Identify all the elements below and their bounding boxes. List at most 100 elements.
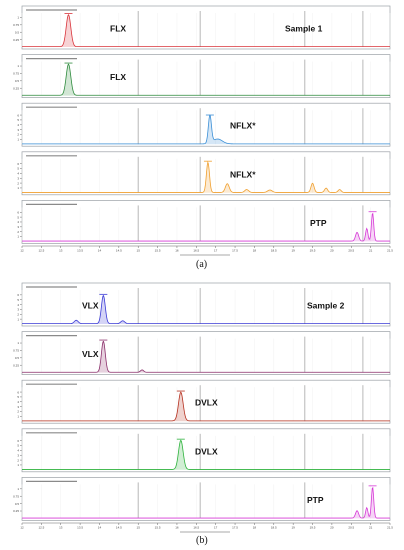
compound-label: PTP [310, 218, 327, 228]
x-tick-label: 16.5 [193, 526, 199, 530]
compound-label: VLX [82, 301, 99, 311]
x-tick-label: 20 [330, 249, 334, 253]
x-tick-label: 19 [291, 249, 295, 253]
y-tick-label: 6 [17, 439, 19, 443]
x-tick-label: 18.5 [271, 249, 277, 253]
compound-label: FLX [110, 72, 126, 82]
y-tick-label: 6 [17, 113, 19, 117]
compound-label: FLX [110, 24, 126, 34]
panel-frame [21, 282, 391, 327]
y-tick-label: 0.75 [13, 494, 19, 498]
x-tick-label: 14.5 [116, 249, 122, 253]
y-tick-label: 4 [17, 123, 19, 127]
x-tick-label: 20.5 [348, 249, 354, 253]
y-tick-label: 0.25 [13, 38, 19, 42]
x-tick-label: 13 [59, 249, 63, 253]
y-tick-label: 6 [17, 210, 19, 214]
y-tick-label: 6 [17, 162, 19, 166]
y-tick-label: 0.75 [13, 23, 19, 27]
y-tick-label: 0.25 [13, 509, 19, 513]
y-tick-label: 4 [17, 220, 19, 224]
y-tick-label: 4 [17, 400, 19, 404]
panel-frame [21, 331, 391, 375]
y-tick-label: 5 [17, 395, 19, 399]
trace-line [22, 114, 390, 145]
x-tick-label: 21.5 [387, 249, 393, 253]
y-tick-label: 6 [17, 293, 19, 297]
y-tick-label: 1 [17, 138, 19, 142]
x-tick-label: 16 [175, 526, 179, 530]
caption-a: (a) [196, 259, 208, 270]
panel-2: 0.25 0.5 0.75 1 VLX [13, 331, 391, 375]
x-tick-label: 15.5 [155, 526, 161, 530]
panel-frame [21, 54, 391, 98]
panel-2: 0.25 0.5 0.75 1 FLX [13, 54, 391, 98]
y-tick-label: 3 [17, 225, 19, 229]
x-tick-label: 15 [137, 249, 141, 253]
y-tick-label: 1 [17, 186, 19, 190]
x-tick-label: 18 [253, 249, 257, 253]
x-tick-label: 12.5 [38, 249, 44, 253]
trace-line [22, 391, 390, 422]
trace-line [22, 14, 390, 48]
panel-5: 0.25 0.5 0.75 1 PTP [13, 477, 391, 521]
y-tick-label: 5 [17, 444, 19, 448]
panel-frame [21, 477, 391, 521]
x-tick-label: 17.5 [232, 249, 238, 253]
compound-label: VLX [82, 349, 99, 359]
y-tick-label: 5 [17, 167, 19, 171]
y-tick-label: 1 [17, 487, 19, 491]
compound-label: NFLX* [230, 169, 256, 179]
compound-label: NFLX* [230, 121, 256, 131]
panel-frame [21, 200, 391, 244]
y-tick-label: 2 [17, 133, 19, 137]
y-tick-label: 0.5 [15, 79, 20, 83]
x-tick-label: 19.5 [310, 526, 316, 530]
y-tick-label: 2 [17, 458, 19, 462]
y-tick-label: 5 [17, 118, 19, 122]
panel-frame [21, 5, 391, 50]
x-tick-label: 17 [214, 526, 218, 530]
y-tick-label: 0.5 [15, 356, 20, 360]
trace-line [22, 295, 390, 325]
y-tick-label: 0.25 [13, 86, 19, 90]
y-tick-label: 1 [17, 16, 19, 20]
x-tick-label: 15 [137, 526, 141, 530]
x-tick-label: 15.5 [155, 249, 161, 253]
y-tick-label: 4 [17, 172, 19, 176]
x-axis: 12 12.5 13 13.5 14 14.5 15 15.5 16 16.5 17 17.5 18 18… [20, 522, 393, 533]
y-tick-label: 4 [17, 303, 19, 307]
sample-label: Sample 2 [307, 301, 345, 311]
y-tick-label: 0.75 [13, 349, 19, 353]
x-tick-label: 12 [20, 526, 24, 530]
y-tick-label: 3 [17, 453, 19, 457]
x-tick-label: 14 [98, 526, 102, 530]
x-tick-label: 21 [369, 526, 373, 530]
y-tick-label: 1 [17, 235, 19, 239]
y-tick-label: 2 [17, 181, 19, 185]
peak-fill [22, 162, 390, 193]
compound-label: DVLX [195, 398, 218, 408]
x-tick-label: 14.5 [116, 526, 122, 530]
x-tick-label: 17.5 [232, 526, 238, 530]
y-tick-label: 0.25 [13, 363, 19, 367]
trace-line [22, 340, 390, 373]
y-tick-label: 1 [17, 415, 19, 419]
panel-1: 0.25 0.5 0.75 1 FLX Sample 1 [13, 5, 391, 50]
y-tick-label: 5 [17, 298, 19, 302]
y-tick-label: 1 [17, 317, 19, 321]
y-tick-label: 1 [17, 64, 19, 68]
y-tick-label: 1 [17, 341, 19, 345]
x-tick-label: 19 [291, 526, 295, 530]
x-axis: 12 12.5 13 13.5 14 14.5 15 15.5 16 16.5 17 17.5 18 18… [20, 245, 393, 256]
panel-frame [21, 379, 391, 424]
